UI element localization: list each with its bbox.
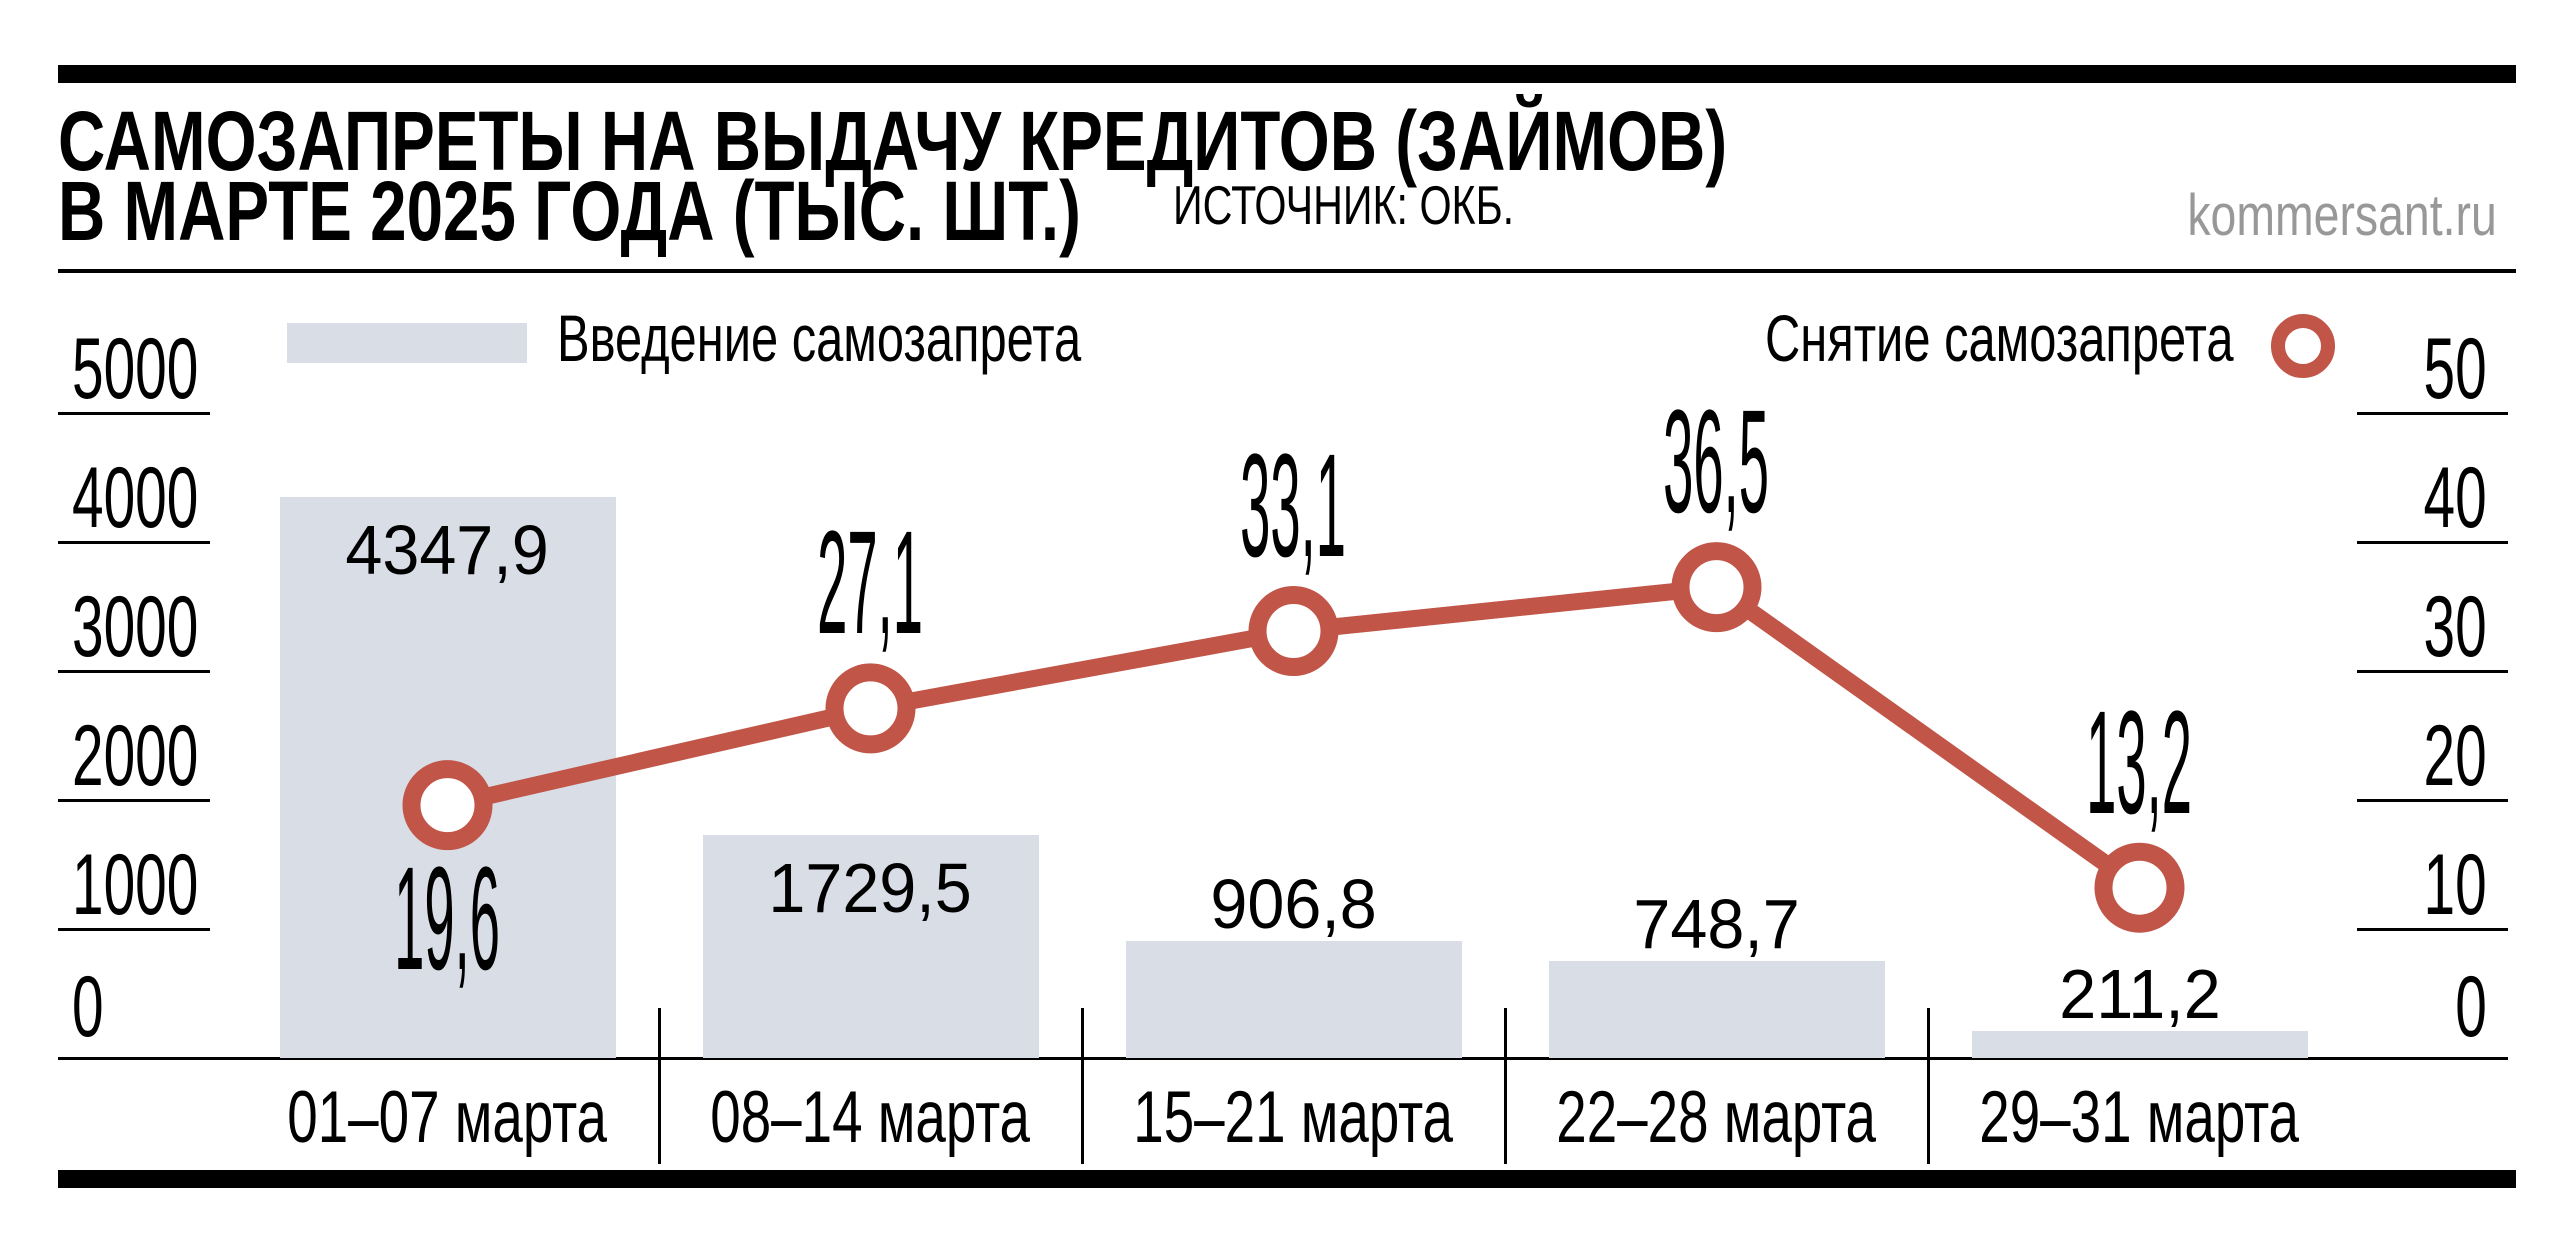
legend-line-label: Снятие самозапрета [1765, 301, 2234, 375]
right-axis-tick-label: 10 [2423, 837, 2487, 933]
line-point-ring [2094, 842, 2185, 933]
right-axis-tick-line [2357, 540, 2508, 544]
left-axis-tick-label: 4000 [72, 450, 199, 546]
category-separator [1080, 1008, 1084, 1164]
category-label-3: 15–21 марта [1133, 1077, 1454, 1158]
line-point-ring [402, 760, 493, 851]
left-axis-tick-label: 2000 [72, 708, 199, 804]
left-axis-tick-line [58, 798, 210, 802]
left-axis-tick-label: 5000 [72, 321, 199, 417]
category-label-5: 29–31 марта [1979, 1077, 2300, 1158]
line-point-ring [825, 663, 916, 754]
right-axis-tick-line [2357, 669, 2508, 673]
bar-15–21 марта [1125, 941, 1462, 1058]
right-axis-tick-label: 40 [2423, 450, 2487, 546]
left-axis-tick-line [58, 411, 210, 415]
line-value-label: 27,1 [817, 501, 924, 666]
x-axis-baseline [58, 1056, 2508, 1060]
bar-value-label: 906,8 [1210, 865, 1377, 944]
header-divider-rule [58, 269, 2516, 273]
right-axis-tick-label: 50 [2423, 321, 2487, 417]
line-value-label: 33,1 [1240, 424, 1347, 588]
site-watermark: kommersant.ru [2187, 183, 2497, 248]
bar-value-label: 211,2 [2058, 954, 2221, 1033]
line-point-ring [1248, 586, 1339, 677]
bar-value-label: 1729,5 [768, 848, 973, 927]
left-axis-tick-label: 0 [72, 959, 104, 1055]
right-axis-tick-label: 0 [2455, 959, 2487, 1055]
category-label-4: 22–28 марта [1556, 1077, 1877, 1158]
legend-bar-label: Введение самозапрета [557, 301, 1082, 375]
left-axis-tick-label: 1000 [72, 837, 199, 933]
line-value-label: 19,6 [394, 837, 501, 1002]
line-value-label: 13,2 [2086, 680, 2193, 845]
left-axis-tick-line [58, 540, 210, 544]
right-axis-tick-line [2357, 798, 2508, 802]
bar-08–14 марта [702, 834, 1039, 1058]
chart-title-line1: САМОЗАПРЕТЫ НА ВЫДАЧУ КРЕДИТОВ (ЗАЙМОВ) [58, 94, 1728, 188]
bar-22–28 марта [1548, 961, 1885, 1058]
bottom-frame-rule [58, 1170, 2516, 1188]
category-separator [1926, 1008, 1930, 1164]
right-axis-tick-label: 20 [2423, 708, 2487, 804]
top-frame-rule [58, 65, 2516, 83]
line-value-label: 36,5 [1663, 380, 1770, 545]
category-separator [657, 1008, 661, 1164]
chart-title-line2: В МАРТЕ 2025 ГОДА (ТЫС. ШТ.) [58, 164, 1081, 258]
legend-bar-swatch [287, 323, 527, 363]
category-separator [1503, 1008, 1507, 1164]
right-axis-tick-line [2357, 411, 2508, 415]
category-label-2: 08–14 марта [710, 1077, 1031, 1158]
source-label: ИСТОЧНИК: ОКБ. [1173, 174, 1515, 236]
left-axis-tick-label: 3000 [72, 579, 199, 675]
category-label-1: 01–07 марта [287, 1077, 608, 1158]
right-axis-tick-line [2357, 927, 2508, 931]
bar-value-label: 4347,9 [345, 511, 550, 590]
left-axis-tick-line [58, 669, 210, 673]
right-axis-tick-label: 30 [2423, 579, 2487, 675]
line-point-ring [1671, 542, 1762, 633]
bar-value-label: 748,7 [1633, 885, 1800, 964]
bar-29–31 марта [1971, 1030, 2308, 1058]
left-axis-tick-line [58, 927, 210, 931]
